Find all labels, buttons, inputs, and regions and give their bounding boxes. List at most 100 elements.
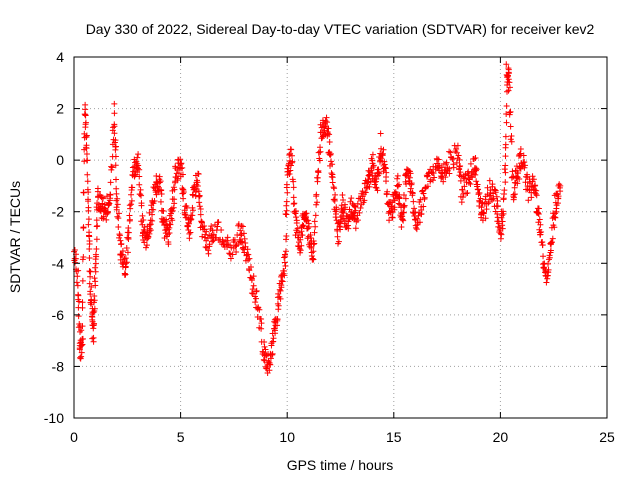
data-point <box>329 161 336 168</box>
data-point <box>111 100 118 107</box>
data-point <box>446 170 453 177</box>
data-point <box>485 199 492 206</box>
data-point <box>315 169 322 176</box>
data-point <box>501 187 508 194</box>
data-point <box>250 273 257 280</box>
data-point <box>476 198 483 205</box>
data-point <box>536 216 543 223</box>
data-point <box>203 228 210 235</box>
data-point <box>461 175 468 182</box>
data-point <box>313 201 320 208</box>
data-point <box>100 194 107 201</box>
data-point <box>490 190 497 197</box>
data-point <box>278 284 285 291</box>
data-point <box>83 150 90 157</box>
data-point <box>414 215 421 222</box>
data-point <box>507 123 514 130</box>
data-point <box>459 186 466 193</box>
data-point <box>288 152 295 159</box>
data-point <box>110 124 117 131</box>
data-point <box>85 207 92 214</box>
data-point <box>380 146 387 153</box>
x-axis-label: GPS time / hours <box>287 457 394 473</box>
data-point <box>189 207 196 214</box>
data-point <box>80 189 87 196</box>
data-point <box>499 225 506 232</box>
data-point <box>258 320 265 327</box>
data-point <box>502 169 509 176</box>
data-point <box>427 166 434 173</box>
data-point <box>261 357 268 364</box>
data-point <box>136 166 143 173</box>
data-point <box>139 212 146 219</box>
data-point <box>88 283 95 290</box>
data-point <box>307 235 314 242</box>
data-point <box>104 208 111 215</box>
data-point <box>125 234 132 241</box>
data-point <box>499 212 506 219</box>
data-point <box>224 237 231 244</box>
data-point <box>138 200 145 207</box>
data-point <box>352 207 359 214</box>
data-point <box>538 228 545 235</box>
data-point <box>121 256 128 263</box>
data-point <box>326 131 333 138</box>
data-point <box>299 222 306 229</box>
y-tick-label: 0 <box>56 152 64 168</box>
data-point <box>331 197 338 204</box>
data-point <box>502 162 509 169</box>
data-point <box>77 354 84 361</box>
data-point <box>473 166 480 173</box>
data-point <box>149 211 156 218</box>
data-point <box>412 209 419 216</box>
data-point <box>328 158 335 165</box>
data-point <box>142 244 149 251</box>
data-point <box>293 214 300 221</box>
data-point <box>549 235 556 242</box>
data-point <box>299 232 306 239</box>
data-point <box>91 275 98 282</box>
data-point <box>114 195 121 202</box>
data-point <box>522 162 529 169</box>
data-point <box>489 181 496 188</box>
data-point <box>244 246 251 253</box>
data-point <box>163 218 170 225</box>
data-point <box>502 153 509 160</box>
data-point <box>128 201 135 208</box>
data-point <box>123 244 130 251</box>
data-point <box>532 182 539 189</box>
data-point <box>197 206 204 213</box>
data-point <box>311 218 318 225</box>
data-point <box>421 194 428 201</box>
plot-frame <box>73 56 608 419</box>
data-point <box>424 183 431 190</box>
data-point <box>86 254 93 261</box>
data-point <box>112 146 119 153</box>
data-point <box>503 110 510 117</box>
data-point <box>514 180 521 187</box>
data-point <box>229 251 236 258</box>
data-point <box>118 240 125 247</box>
data-point <box>116 234 123 241</box>
data-point <box>263 352 270 359</box>
data-point <box>365 172 372 179</box>
data-point <box>511 191 518 198</box>
data-point <box>124 249 131 256</box>
data-point <box>158 190 165 197</box>
data-point <box>269 350 276 357</box>
data-point <box>253 295 260 302</box>
data-point <box>160 208 167 215</box>
data-point <box>400 209 407 216</box>
data-point <box>111 130 118 137</box>
data-point <box>541 260 548 267</box>
data-point <box>87 273 94 280</box>
data-point <box>239 223 246 230</box>
data-point <box>184 223 191 230</box>
data-point <box>511 184 518 191</box>
data-point <box>146 222 153 229</box>
data-point <box>400 191 407 198</box>
data-point <box>80 224 87 231</box>
data-point <box>194 182 201 189</box>
data-point <box>551 224 558 231</box>
axis-ticks: 0 5 10 15 20 25 -10 -8 -6 -4 -2 0 2 4 <box>44 49 615 445</box>
